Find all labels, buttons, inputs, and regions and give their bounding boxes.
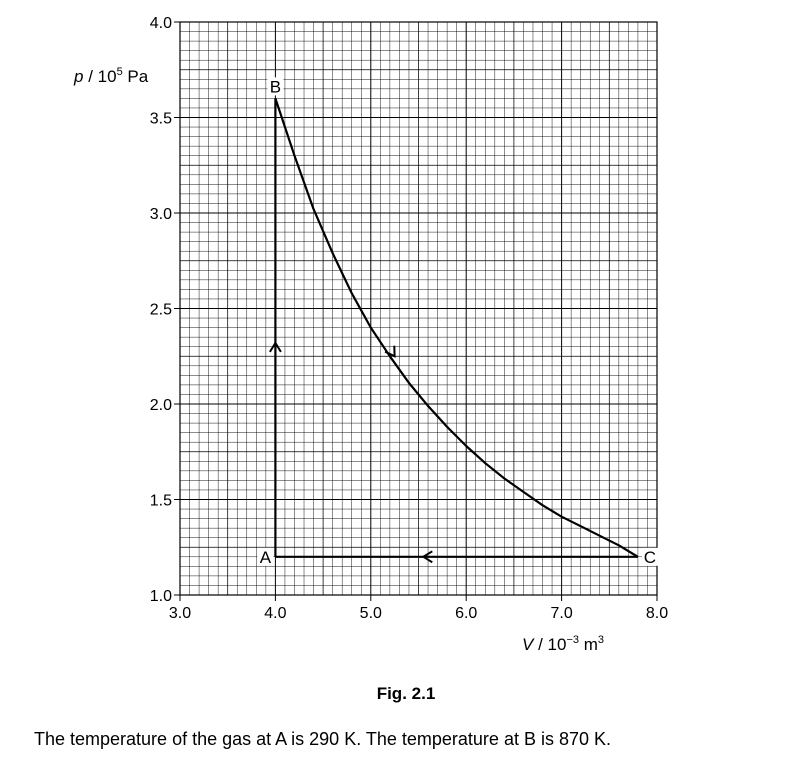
direction-arrows bbox=[269, 340, 433, 564]
x-axis-label-exp2: 3 bbox=[598, 634, 604, 646]
axes bbox=[174, 21, 658, 601]
x-tick-label: 6.0 bbox=[455, 605, 477, 622]
y-axis-label-exp: 5 bbox=[117, 66, 123, 78]
point-labels: A B C bbox=[257, 77, 658, 567]
point-label-bg bbox=[257, 547, 274, 566]
cycle-lines bbox=[274, 98, 639, 558]
y-axis-label-symbol: p bbox=[73, 67, 83, 86]
x-axis-label: V / 10−3 m3 bbox=[522, 634, 604, 654]
y-tick-label: 2.0 bbox=[150, 397, 172, 414]
y-tick-label: 4.0 bbox=[150, 15, 172, 32]
arrow-b-to-c bbox=[384, 345, 396, 358]
x-axis-label-unit2: m bbox=[579, 635, 598, 654]
arrow-c-to-a bbox=[421, 550, 433, 564]
y-tick-label: 3.0 bbox=[150, 206, 172, 223]
x-tick-label: 8.0 bbox=[646, 605, 668, 622]
y-tick-label: 1.5 bbox=[150, 493, 172, 510]
grid bbox=[179, 21, 658, 596]
x-axis-label-symbol: V bbox=[522, 635, 535, 654]
pv-chart: 3.0 4.0 5.0 6.0 7.0 8.01.01.52.02.53.03.54.0 … bbox=[73, 15, 668, 654]
x-axis-label-exp: −3 bbox=[566, 634, 579, 646]
y-tick-label: 2.5 bbox=[150, 302, 172, 319]
y-axis-label-unit2: Pa bbox=[123, 67, 149, 86]
x-axis-label-unit: / 10 bbox=[533, 635, 566, 654]
x-tick-label: 7.0 bbox=[550, 605, 572, 622]
x-tick-label: 4.0 bbox=[264, 605, 286, 622]
tick-labels: 3.0 4.0 5.0 6.0 7.0 8.0 1.0 1.5 2.0 2.5 3.0 3.5 4.0 bbox=[150, 15, 668, 622]
arrow-a-to-b bbox=[269, 340, 282, 353]
point-label-c: C bbox=[644, 548, 656, 567]
point-label-bg bbox=[267, 77, 284, 96]
x-tick-label: 5.0 bbox=[360, 605, 382, 622]
point-label-bg bbox=[641, 547, 658, 566]
point-label-a: A bbox=[260, 548, 272, 567]
y-tick-label: 3.5 bbox=[150, 111, 172, 128]
x-tick-label: 3.0 bbox=[169, 605, 191, 622]
temperature-statement: The temperature of the gas at A is 290 K… bbox=[34, 729, 612, 749]
point-label-b: B bbox=[270, 77, 281, 96]
y-axis-label: p / 105 Pa bbox=[73, 66, 149, 86]
segment-b-c bbox=[274, 98, 639, 558]
figure-caption: Fig. 2.1 bbox=[376, 684, 436, 703]
y-tick-label: 1.0 bbox=[150, 588, 172, 605]
y-axis-label-unit: / 10 bbox=[83, 67, 116, 86]
